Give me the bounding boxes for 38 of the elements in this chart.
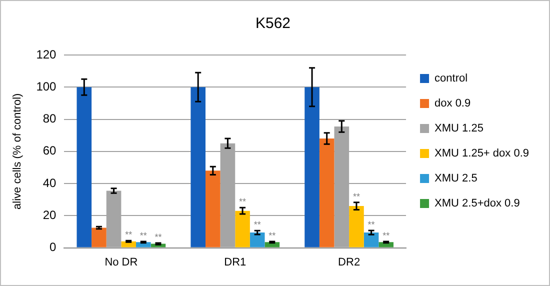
y-tick-label: 80: [42, 112, 57, 126]
bar: [304, 87, 320, 248]
data-label: **: [382, 230, 390, 241]
bar: [319, 138, 334, 248]
legend-label: XMU 1.25: [434, 122, 484, 135]
x-tick-label: No DR: [104, 256, 138, 268]
y-axis-title: alive cells (% of control): [12, 93, 24, 210]
y-tick-label: 0: [50, 240, 57, 254]
bar: [250, 232, 265, 248]
y-tick-label: 60: [42, 144, 57, 158]
bar: [76, 87, 92, 248]
bar: [190, 87, 206, 248]
chart-title: K562: [255, 15, 291, 32]
legend-label: dox 0.9: [434, 98, 471, 110]
legend-label: control: [434, 72, 468, 85]
y-tick-label: 100: [36, 79, 57, 94]
data-label: **: [268, 230, 276, 241]
y-tick-label: 40: [42, 176, 57, 190]
x-tick-label: DR1: [224, 256, 246, 268]
data-label: **: [254, 220, 262, 230]
bar: [92, 228, 106, 248]
legend-label: XMU 2.5: [434, 172, 478, 185]
legend-label: XMU 1.25+ dox 0.9: [434, 148, 530, 160]
bar: [235, 210, 250, 248]
data-label: **: [368, 219, 376, 230]
bar: [364, 232, 379, 248]
data-label: **: [125, 230, 133, 240]
data-label: **: [239, 196, 247, 207]
bar: [349, 206, 364, 248]
data-label: **: [154, 232, 162, 242]
y-tick-label: 20: [42, 208, 57, 222]
bar: [121, 241, 136, 248]
x-tick-label: DR2: [338, 256, 360, 268]
bar: [206, 170, 220, 248]
data-label: **: [140, 230, 148, 241]
y-tick-label: 120: [36, 47, 57, 62]
data-label: **: [352, 191, 360, 202]
legend-label: XMU 2.5+dox 0.9: [434, 198, 520, 210]
